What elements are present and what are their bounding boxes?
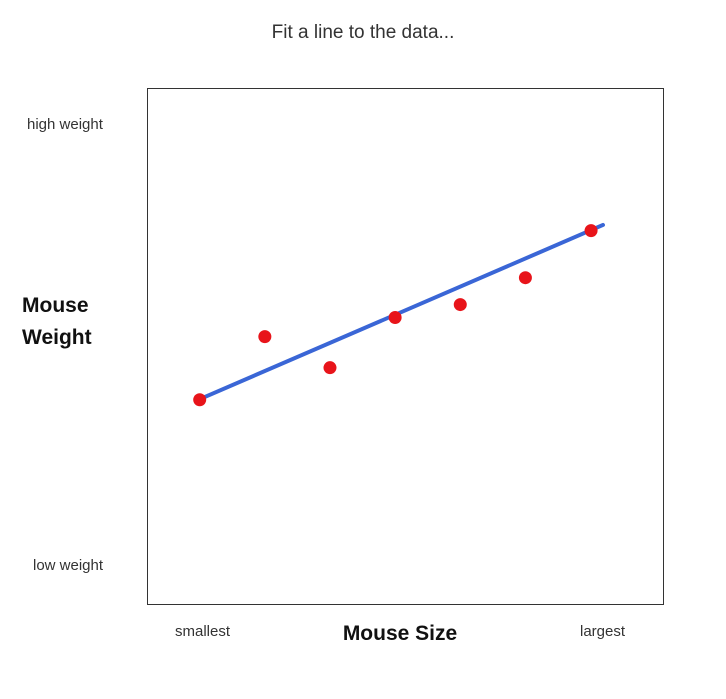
- data-point: [323, 361, 337, 375]
- data-point: [518, 271, 532, 285]
- x-tick-smallest: smallest: [175, 623, 231, 640]
- y-tick-high: high weight: [27, 116, 103, 133]
- data-point: [193, 393, 207, 407]
- chart-svg: [193, 222, 605, 407]
- data-point: [453, 298, 467, 312]
- y-axis-label-line-2: Weight: [22, 326, 92, 349]
- data-point: [388, 311, 402, 325]
- y-axis-label: Mouse Weight: [22, 290, 132, 354]
- data-point: [258, 330, 272, 344]
- plot-area: [147, 88, 664, 605]
- x-tick-largest: largest: [580, 623, 626, 640]
- data-point: [584, 224, 598, 238]
- y-tick-low: low weight: [33, 557, 104, 574]
- chart-title: Fit a line to the data...: [271, 22, 455, 43]
- fit-line: [197, 222, 605, 402]
- y-axis-label-line-1: Mouse: [22, 294, 89, 317]
- x-axis-label: Mouse Size: [342, 622, 458, 645]
